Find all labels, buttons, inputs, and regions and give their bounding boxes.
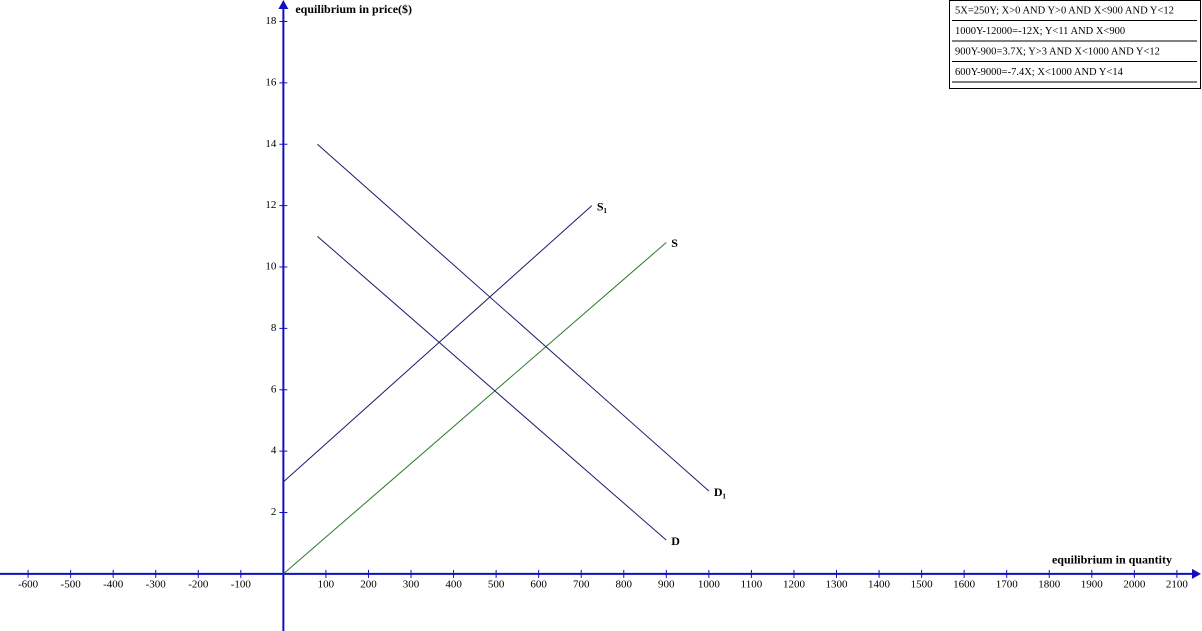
x-axis-arrow [1192,568,1201,579]
y-axis-label: equilibrium in price($) [295,2,412,16]
x-tick-label: 1400 [868,578,891,590]
x-tick-label: 1100 [741,578,763,590]
x-tick-label: 2100 [1166,578,1189,590]
line [283,205,593,483]
x-tick-label: -200 [188,578,209,590]
y-tick-label: 12 [265,199,276,211]
y-tick-label: 4 [271,445,277,457]
legend-box [949,0,1201,89]
x-tick-label: -100 [231,578,252,590]
x-tick-label: 100 [318,578,335,590]
x-tick-label: -400 [103,578,124,590]
x-tick-label: 2000 [1123,578,1146,590]
legend-equation: 600Y-9000=-7.4X; X<1000 AND Y<14 [955,67,1124,78]
y-tick-label: 14 [265,138,277,150]
series-label: S [671,236,678,250]
series-label: D [671,534,680,548]
x-axis-label: equilibrium in quantity [1052,553,1172,567]
x-tick-label: 1500 [911,578,934,590]
x-tick-label: 400 [445,578,462,590]
y-tick-label: 10 [265,261,277,273]
x-tick-label: 1600 [953,578,976,590]
x-tick-label: 900 [658,578,675,590]
line [283,242,667,575]
x-tick-label: 1800 [1038,578,1061,590]
series-label: S₁ [597,199,608,213]
x-tick-label: 200 [360,578,377,590]
x-tick-label: 1900 [1081,578,1104,590]
x-tick-label: 600 [530,578,547,590]
x-tick-label: 300 [403,578,420,590]
x-tick-label: 500 [488,578,505,590]
series-label: D₁ [714,485,727,499]
line [317,235,667,541]
y-tick-label: 2 [271,506,277,518]
x-tick-label: 1300 [826,578,849,590]
y-tick-label: 8 [271,322,277,334]
y-axis-arrow [278,0,289,9]
x-tick-label: -500 [61,578,82,590]
legend-equation: 1000Y-12000=-12X; Y<11 AND X<900 [955,26,1125,37]
y-tick-label: 18 [265,15,277,27]
y-tick-label: 6 [271,383,277,395]
x-tick-label: -600 [18,578,39,590]
x-tick-label: 1000 [698,578,721,590]
line [317,143,710,492]
x-tick-label: 1700 [996,578,1019,590]
x-tick-label: -300 [146,578,167,590]
y-tick-label: 16 [265,76,277,88]
x-tick-label: 700 [573,578,590,590]
legend-equation: 900Y-900=3.7X; Y>3 AND X<1000 AND Y<12 [955,46,1160,57]
legend-equation: 5X=250Y; X>0 AND Y>0 AND X<900 AND Y<12 [955,5,1174,16]
x-tick-label: 1200 [783,578,806,590]
x-tick-label: 800 [616,578,633,590]
